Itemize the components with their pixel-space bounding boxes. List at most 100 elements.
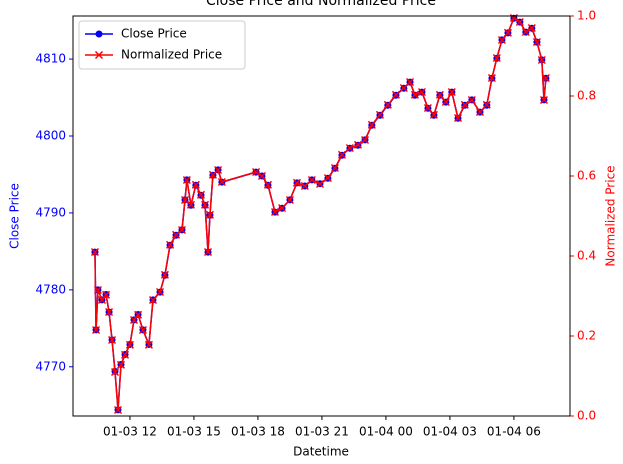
point-marker <box>134 310 143 319</box>
point-marker <box>92 325 101 335</box>
chart-title: Close Price and Normalized Price <box>206 0 436 9</box>
point-marker <box>383 100 392 109</box>
legend-label: Normalized Price <box>121 48 222 62</box>
point-marker <box>453 113 463 123</box>
point-marker <box>323 173 332 183</box>
point-marker <box>155 287 165 297</box>
point-marker <box>405 77 415 87</box>
point-marker <box>113 405 123 415</box>
legend-box <box>78 20 246 70</box>
point-marker <box>201 200 210 209</box>
point-marker <box>391 90 400 99</box>
point-marker <box>423 103 432 113</box>
point-marker <box>441 97 450 107</box>
y2-tick-label: 1.0 <box>577 9 596 23</box>
y-tick-label: 4770 <box>35 359 66 373</box>
y2-tick-label: 0.2 <box>577 329 596 343</box>
point-marker <box>263 180 272 189</box>
point-marker <box>537 55 546 65</box>
point-marker <box>475 107 485 117</box>
point-marker <box>527 23 536 33</box>
point-marker <box>539 95 549 105</box>
point-marker <box>375 110 384 119</box>
point-marker <box>532 37 541 47</box>
point-marker <box>399 83 408 93</box>
point-marker <box>203 247 213 257</box>
point-marker <box>205 210 214 219</box>
x-tick-label: 01-03 15 <box>167 425 221 439</box>
point-marker <box>541 73 550 83</box>
series-line <box>94 17 547 410</box>
point-marker <box>171 230 181 239</box>
point-marker <box>515 17 524 27</box>
point-marker <box>138 325 147 335</box>
point-marker <box>110 367 120 377</box>
x-tick-label: 01-04 06 <box>487 425 541 439</box>
point-marker <box>487 73 496 83</box>
x-tick-label: 01-04 00 <box>359 425 413 439</box>
point-marker <box>315 179 325 189</box>
y2-axis-label: Normalized Price <box>604 165 618 266</box>
point-marker <box>360 135 370 145</box>
point-marker <box>214 165 223 175</box>
point-marker <box>429 110 438 119</box>
point-marker <box>160 270 169 279</box>
point-marker <box>97 295 107 305</box>
point-marker <box>497 35 506 45</box>
x-axis-label: Datetime <box>293 445 349 459</box>
x-tick-label: 01-03 12 <box>103 425 157 439</box>
y-axis-label: Close Price <box>8 183 22 249</box>
point-marker <box>300 181 309 191</box>
point-marker <box>435 90 444 99</box>
y-tick-label: 4780 <box>35 282 66 296</box>
point-marker <box>182 175 191 185</box>
point-marker <box>125 340 134 349</box>
x-tick-label: 01-04 03 <box>423 425 477 439</box>
point-marker <box>330 163 339 173</box>
point-marker <box>460 100 469 109</box>
point-marker <box>353 140 363 149</box>
point-marker <box>129 315 139 325</box>
point-marker <box>278 203 287 213</box>
legend-marker <box>94 50 104 60</box>
point-marker <box>217 177 226 187</box>
y-tick-label: 4800 <box>35 129 66 143</box>
point-marker <box>186 200 195 209</box>
point-marker <box>148 295 158 305</box>
y2-tick-label: 0.8 <box>577 89 596 103</box>
point-marker <box>337 150 347 159</box>
point-marker <box>191 180 200 189</box>
y-tick-label: 4790 <box>35 205 66 219</box>
point-marker <box>292 178 302 187</box>
point-marker <box>417 87 426 97</box>
point-marker <box>410 90 419 99</box>
point-marker <box>166 240 175 249</box>
legend-marker <box>95 30 103 38</box>
point-marker <box>177 225 187 235</box>
x-tick-label: 01-03 21 <box>295 425 349 439</box>
y2-tick-label: 0.4 <box>577 249 596 263</box>
point-marker <box>307 175 316 185</box>
legend-label: Close Price <box>121 27 187 41</box>
point-marker <box>108 335 117 345</box>
point-marker <box>196 190 206 199</box>
point-marker <box>105 307 114 317</box>
y2-tick-label: 0.6 <box>577 169 596 183</box>
point-marker <box>467 95 476 105</box>
point-marker <box>102 290 111 299</box>
point-marker <box>257 171 267 181</box>
point-marker <box>345 143 354 153</box>
point-marker <box>503 28 512 37</box>
point-marker <box>144 340 153 349</box>
point-marker <box>121 350 130 359</box>
point-marker <box>116 360 126 369</box>
y-tick-label: 4810 <box>35 52 66 66</box>
point-marker <box>270 207 280 217</box>
point-marker <box>521 27 530 37</box>
point-marker <box>251 167 261 177</box>
point-marker <box>90 247 100 257</box>
y2-tick-label: 0.0 <box>577 409 596 423</box>
point-marker <box>447 87 456 97</box>
